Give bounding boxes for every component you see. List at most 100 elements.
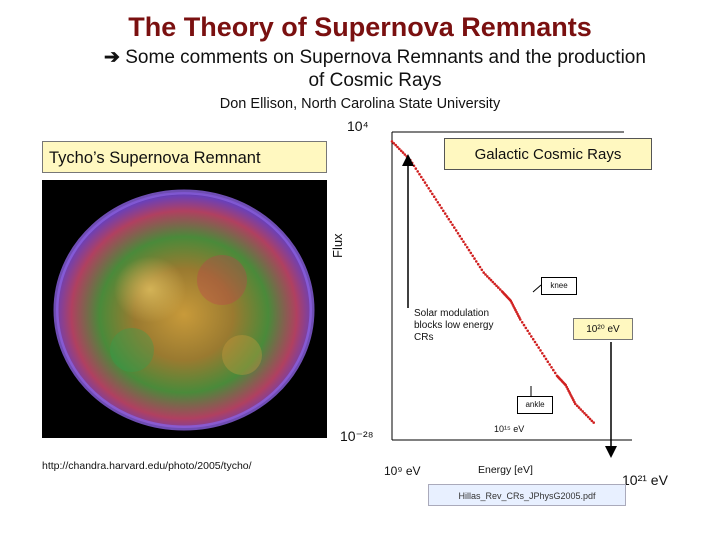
data-point: [541, 352, 544, 355]
data-point: [553, 371, 557, 375]
data-point: [537, 346, 540, 349]
data-point: [442, 209, 445, 213]
data-point: [498, 288, 502, 291]
data-point: [478, 265, 482, 269]
data-point: [451, 223, 454, 227]
data-point: [456, 232, 460, 235]
image-credit-url: http://chandra.harvard.edu/photo/2005/ty…: [42, 460, 252, 472]
x-axis-left-label: 10⁹ eV: [384, 464, 421, 478]
data-point: [418, 172, 421, 176]
y-axis-top-label: 10⁴: [347, 118, 369, 134]
data-point: [471, 254, 475, 258]
data-point: [399, 149, 403, 153]
data-point: [493, 282, 497, 286]
galactic-cosmic-rays-label: Galactic Cosmic Rays: [444, 138, 652, 170]
data-point: [416, 170, 420, 173]
data-point: [533, 340, 537, 344]
data-point: [453, 226, 456, 229]
data-point: [425, 184, 429, 187]
data-point: [427, 187, 431, 190]
plot-annotations: [402, 154, 617, 458]
data-point: [403, 153, 407, 156]
x-axis-label: Energy [eV]: [478, 464, 533, 476]
data-point: [484, 273, 487, 276]
data-point: [465, 246, 469, 249]
data-point: [489, 278, 493, 282]
data-point: [535, 343, 539, 347]
data-point: [585, 413, 588, 417]
data-point: [429, 189, 432, 193]
data-point: [438, 203, 442, 207]
data-point: [475, 260, 478, 263]
data-point: [432, 195, 436, 198]
data-point: [520, 321, 524, 324]
data-point: [548, 363, 551, 366]
data-point: [546, 360, 550, 364]
data-point: [410, 161, 414, 165]
data-point: [420, 175, 423, 179]
subtitle-text: Some comments on Supernova Remnants and …: [125, 47, 646, 91]
data-point: [396, 145, 399, 149]
remnant-image-label: Tycho’s Supernova Remnant: [42, 141, 327, 173]
data-point: [409, 158, 412, 162]
data-point: [588, 417, 592, 421]
data-point: [531, 337, 535, 341]
data-point: [412, 164, 416, 168]
ankle-label: ankle: [517, 396, 553, 414]
data-point: [487, 277, 491, 280]
citation-label: Hillas_Rev_CRs_JPhysG2005.pdf: [428, 484, 626, 506]
data-point: [522, 323, 526, 327]
data-point: [476, 262, 480, 266]
data-point: [542, 354, 546, 358]
knee-pointer: [532, 284, 542, 293]
data-point: [458, 234, 462, 238]
arrow-right-icon: ➔: [104, 47, 120, 68]
slide-title: The Theory of Supernova Remnants: [128, 12, 592, 42]
data-point: [401, 151, 405, 154]
data-point: [443, 212, 447, 215]
data-point: [467, 248, 471, 252]
x-axis-right-label: 10²¹ eV: [622, 472, 668, 488]
data-point: [552, 368, 555, 372]
data-point: [574, 402, 577, 406]
data-point: [581, 410, 584, 413]
data-point: [495, 284, 498, 288]
data-point: [482, 271, 486, 274]
data-point: [480, 268, 484, 272]
data-point: [423, 181, 427, 184]
y-axis-bottom-label: 10⁻²⁸: [340, 428, 374, 444]
data-point: [583, 412, 586, 415]
data-point: [491, 280, 495, 284]
data-point: [469, 251, 473, 255]
data-point: [440, 206, 443, 210]
data-point: [530, 335, 533, 338]
knee-label: knee: [541, 277, 577, 295]
data-point: [497, 286, 500, 289]
data-point: [550, 366, 553, 369]
data-point: [539, 349, 542, 352]
data-point: [590, 419, 594, 423]
plot-axes: [391, 131, 632, 441]
y-axis-label: Flux: [330, 233, 345, 258]
data-point: [575, 404, 579, 408]
data-point: [398, 147, 401, 151]
data-point: [460, 237, 464, 241]
data-point: [586, 415, 590, 419]
data-point: [447, 217, 451, 221]
data-point: [524, 326, 528, 330]
data-point: [462, 240, 465, 243]
data-point: [519, 318, 522, 321]
data-point: [431, 192, 434, 196]
tycho-remnant-image: [42, 180, 327, 438]
data-point: [436, 201, 440, 204]
data-point: [390, 140, 394, 143]
data-point: [526, 329, 529, 333]
plot-data-points: [390, 140, 595, 424]
data-point: [449, 220, 453, 224]
data-point: [434, 198, 438, 201]
data-point: [579, 408, 583, 411]
data-point: [392, 142, 396, 145]
e20-label: 10²⁰ eV: [573, 318, 633, 340]
data-point: [528, 332, 531, 335]
